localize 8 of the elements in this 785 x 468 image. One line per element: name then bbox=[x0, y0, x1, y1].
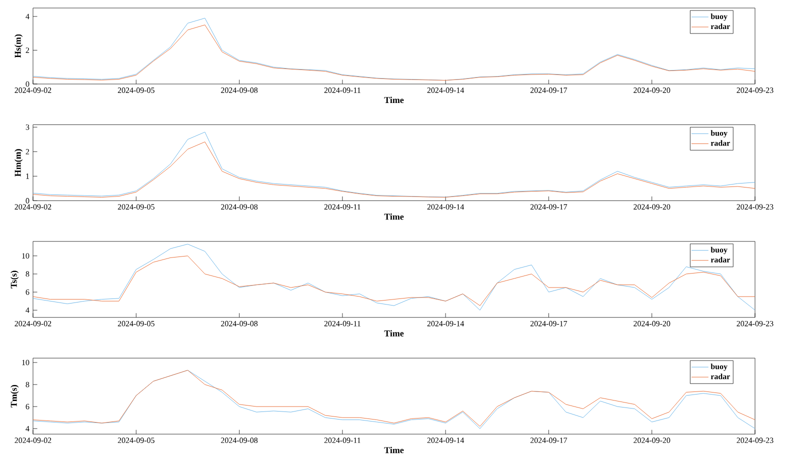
y-axis-title: Hs(m) bbox=[14, 34, 23, 58]
x-axis-title: Time bbox=[384, 96, 404, 104]
y-axis-title: Ts(s) bbox=[10, 270, 19, 288]
x-axis-title: Time bbox=[384, 446, 404, 454]
x-axis-title: Time bbox=[384, 330, 404, 336]
y-axis-title: Hm(m) bbox=[14, 149, 23, 176]
x-axis-title: Time bbox=[384, 213, 404, 220]
y-axis-title: Tm(s) bbox=[10, 385, 19, 408]
